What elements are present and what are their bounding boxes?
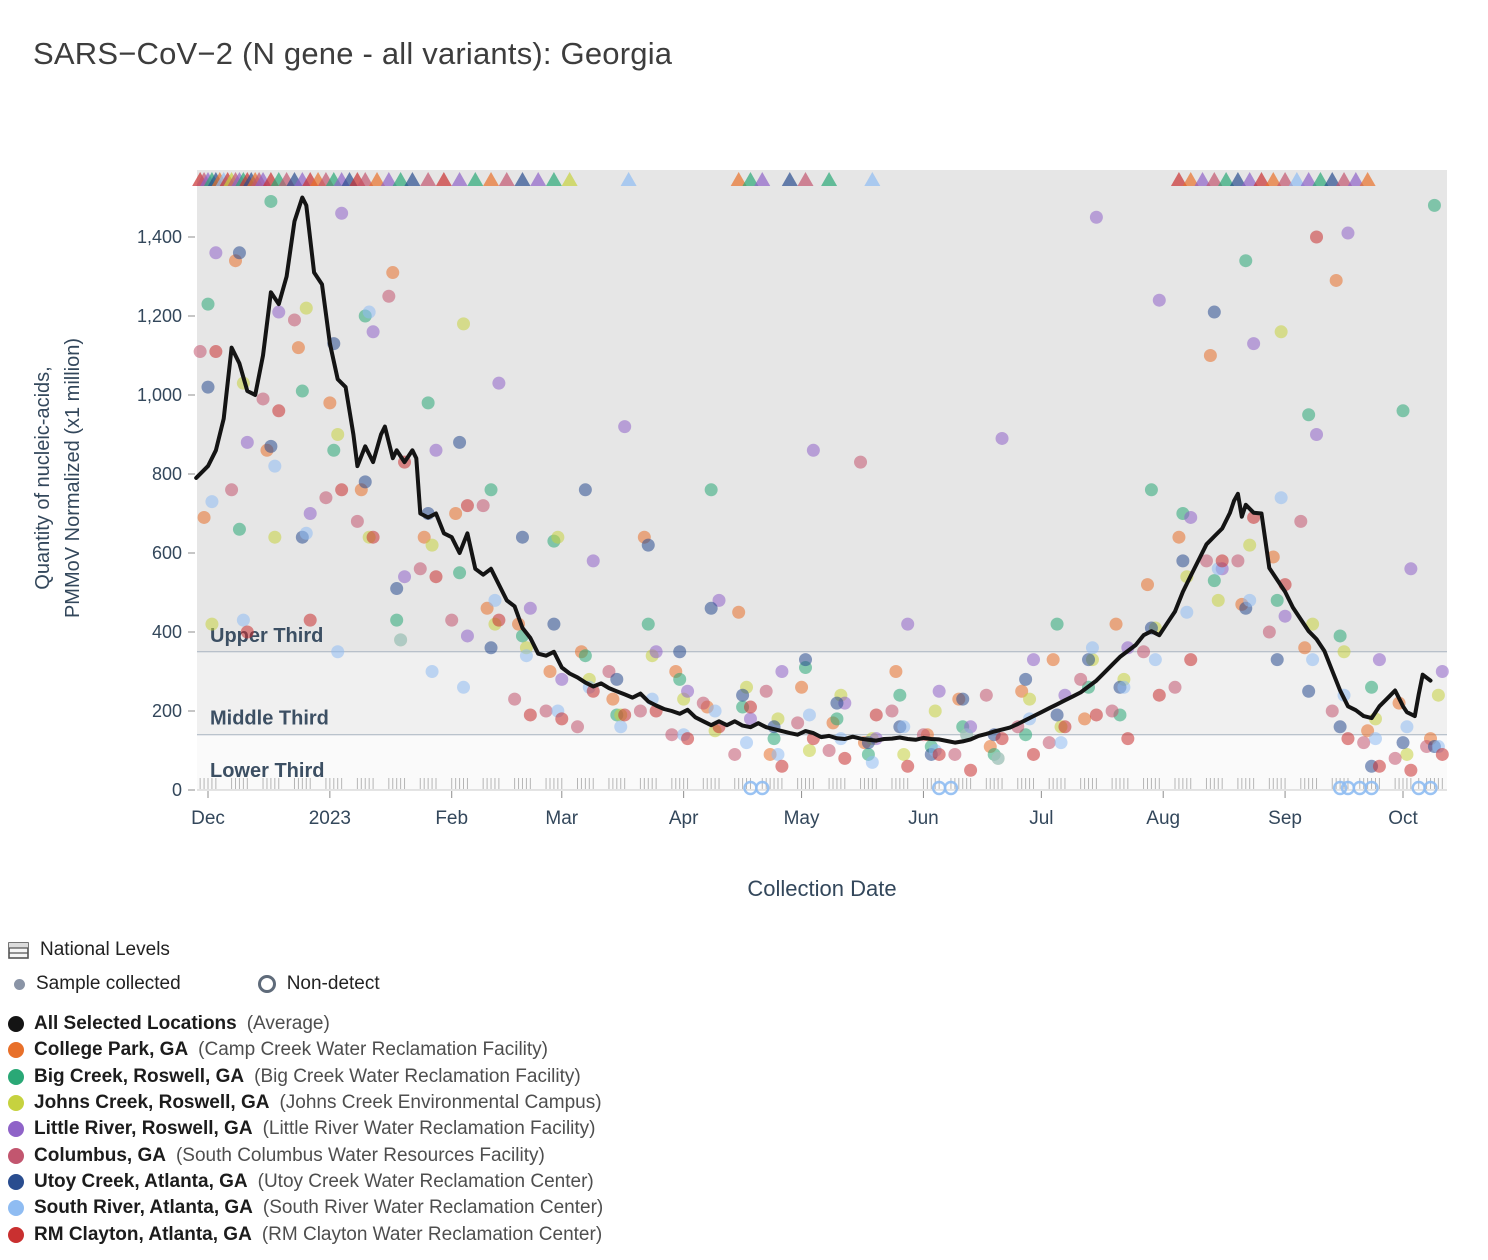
legend-location-desc: (RM Clayton Water Reclamation Center) (261, 1223, 603, 1245)
legend-location-desc: (Utoy Creek Water Reclamation Center) (257, 1170, 594, 1192)
thirds-bands (197, 170, 1447, 791)
svg-text:200: 200 (152, 701, 182, 721)
legend-location-desc: (Big Creek Water Reclamation Facility) (254, 1065, 581, 1087)
legend-location-item-0[interactable]: All Selected Locations (Average) (8, 1011, 603, 1037)
national-levels-label: National Levels (40, 939, 170, 960)
national-levels-icon (8, 941, 29, 959)
legend-location-dot (8, 1016, 24, 1033)
legend-location-name: RM Clayton, Atlanta, GA (34, 1223, 252, 1245)
page-title: SARS−CoV−2 (N gene - all variants): Geor… (33, 36, 673, 71)
legend-location-item-6[interactable]: Utoy Creek, Atlanta, GA (Utoy Creek Water… (8, 1169, 603, 1195)
legend-locations: All Selected Locations (Average) College P… (8, 1011, 603, 1248)
non-detect-points (743, 780, 1438, 796)
legend-location-dot (8, 1121, 24, 1138)
average-line (194, 195, 1433, 745)
legend-location-dot (8, 1068, 24, 1085)
svg-text:Dec: Dec (191, 808, 225, 829)
y-axis-label-line1: Quantity of nucleic-acids, (32, 366, 54, 590)
legend-location-name: College Park, GA (34, 1039, 189, 1061)
svg-text:0: 0 (172, 780, 182, 800)
svg-text:Aug: Aug (1146, 808, 1180, 829)
thirds-labels: Upper Third Middle Third Lower Third (210, 625, 329, 782)
svg-text:Sep: Sep (1268, 808, 1302, 829)
non-detect-label: Non-detect (286, 973, 380, 994)
legend-location-item-1[interactable]: College Park, GA (Camp Creek Water Reclam… (8, 1037, 603, 1063)
svg-text:400: 400 (152, 622, 182, 642)
legend-location-dot (8, 1147, 24, 1164)
legend-location-desc: (South Columbus Water Resources Facility… (175, 1144, 545, 1166)
series-south_river (205, 305, 1445, 769)
x-axis-label: Collection Date (747, 876, 897, 901)
sample-collected-label: Sample collected (36, 973, 181, 994)
series-little_river (209, 206, 1449, 746)
offscale-triangles (192, 172, 1376, 186)
legend-location-desc: (Little River Water Reclamation Facility… (262, 1118, 596, 1140)
legend-location-dot (8, 1200, 24, 1217)
legend-location-dot (8, 1173, 24, 1190)
y-axis-ticks: 0 200 400 600 800 1,000 1,200 1,400 (137, 227, 195, 800)
legend-location-item-8[interactable]: RM Clayton, Atlanta, GA (RM Clayton Water… (8, 1221, 603, 1247)
svg-text:600: 600 (152, 543, 182, 563)
chart-canvas: Upper Third Middle Third Lower Third 0 200 40… (137, 170, 1449, 829)
y-axis-label: Quantity of nucleic-acids, PMMoV Normali… (28, 158, 88, 798)
legend-location-name: Johns Creek, Roswell, GA (34, 1092, 270, 1114)
svg-text:Feb: Feb (435, 808, 468, 829)
svg-text:1,000: 1,000 (137, 385, 182, 405)
svg-text:Upper Third: Upper Third (210, 625, 323, 647)
legend-location-dot (8, 1095, 24, 1112)
legend-location-desc: (South River Water Reclamation Center) (262, 1197, 604, 1219)
legend-sample-types: Sample collected Non-detect (8, 966, 603, 1002)
svg-text:800: 800 (152, 464, 182, 484)
svg-text:Lower Third: Lower Third (210, 760, 324, 782)
non-detect-icon (257, 975, 276, 993)
svg-text:Middle Third: Middle Third (210, 708, 329, 730)
svg-text:Oct: Oct (1388, 808, 1418, 829)
legend-location-name: All Selected Locations (34, 1013, 237, 1035)
y-axis-label-line2: PMMoV Normalized (x1 million) (62, 337, 84, 619)
legend-location-name: Utoy Creek, Atlanta, GA (34, 1170, 248, 1192)
svg-text:Apr: Apr (669, 808, 699, 829)
legend-location-item-3[interactable]: Johns Creek, Roswell, GA (Johns Creek Env… (8, 1090, 603, 1116)
legend-national-levels: National Levels (8, 934, 603, 966)
svg-text:Jun: Jun (908, 808, 939, 829)
legend: National Levels Sample collected Non-det… (8, 934, 603, 1248)
legend-location-desc: (Camp Creek Water Reclamation Facility) (198, 1039, 548, 1061)
legend-location-dot (8, 1042, 24, 1059)
series-columbus (193, 289, 1434, 765)
legend-location-desc: (Johns Creek Environmental Campus) (279, 1092, 602, 1114)
legend-location-item-2[interactable]: Big Creek, Roswell, GA (Big Creek Water R… (8, 1064, 603, 1090)
legend-location-dot (8, 1226, 24, 1243)
legend-location-name: Big Creek, Roswell, GA (34, 1065, 245, 1087)
svg-text:May: May (784, 808, 820, 829)
legend-location-name: Little River, Roswell, GA (34, 1118, 253, 1140)
svg-text:2023: 2023 (309, 808, 351, 829)
series-rm_clayton (209, 230, 1449, 777)
legend-location-item-7[interactable]: South River, Atlanta, GA (South River Wat… (8, 1195, 603, 1221)
svg-text:1,200: 1,200 (137, 306, 182, 326)
x-axis-ticks: Dec 2023 Feb Mar Apr May Jun Jul Aug Sep Oct (191, 791, 1418, 829)
legend-location-item-5[interactable]: Columbus, GA (South Columbus Water Resour… (8, 1142, 603, 1168)
legend-location-name: South River, Atlanta, GA (34, 1197, 253, 1219)
sample-collected-icon (14, 978, 25, 990)
legend-location-item-4[interactable]: Little River, Roswell, GA (Little River W… (8, 1116, 603, 1142)
svg-text:Jul: Jul (1029, 808, 1053, 829)
svg-text:Mar: Mar (545, 808, 578, 829)
svg-text:1,400: 1,400 (137, 227, 182, 247)
legend-location-name: Columbus, GA (34, 1144, 166, 1166)
legend-location-desc: (Average) (246, 1013, 330, 1035)
